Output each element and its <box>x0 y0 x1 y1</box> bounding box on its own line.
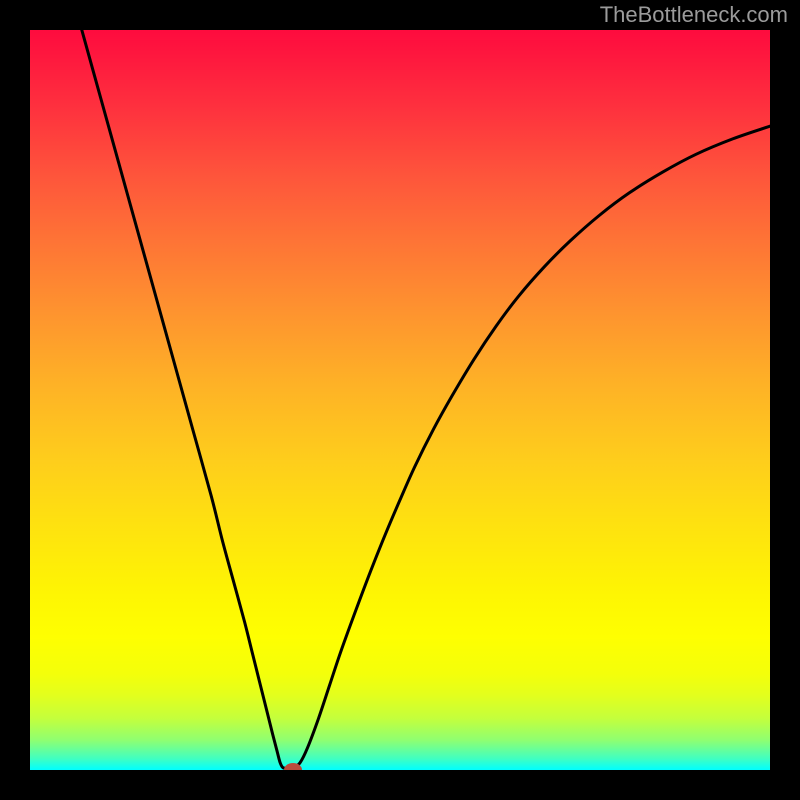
optimum-marker <box>284 763 302 770</box>
bottleneck-curve <box>30 30 770 770</box>
chart-frame: TheBottleneck.com <box>0 0 800 800</box>
watermark-text: TheBottleneck.com <box>600 2 788 28</box>
plot-area <box>30 30 770 770</box>
